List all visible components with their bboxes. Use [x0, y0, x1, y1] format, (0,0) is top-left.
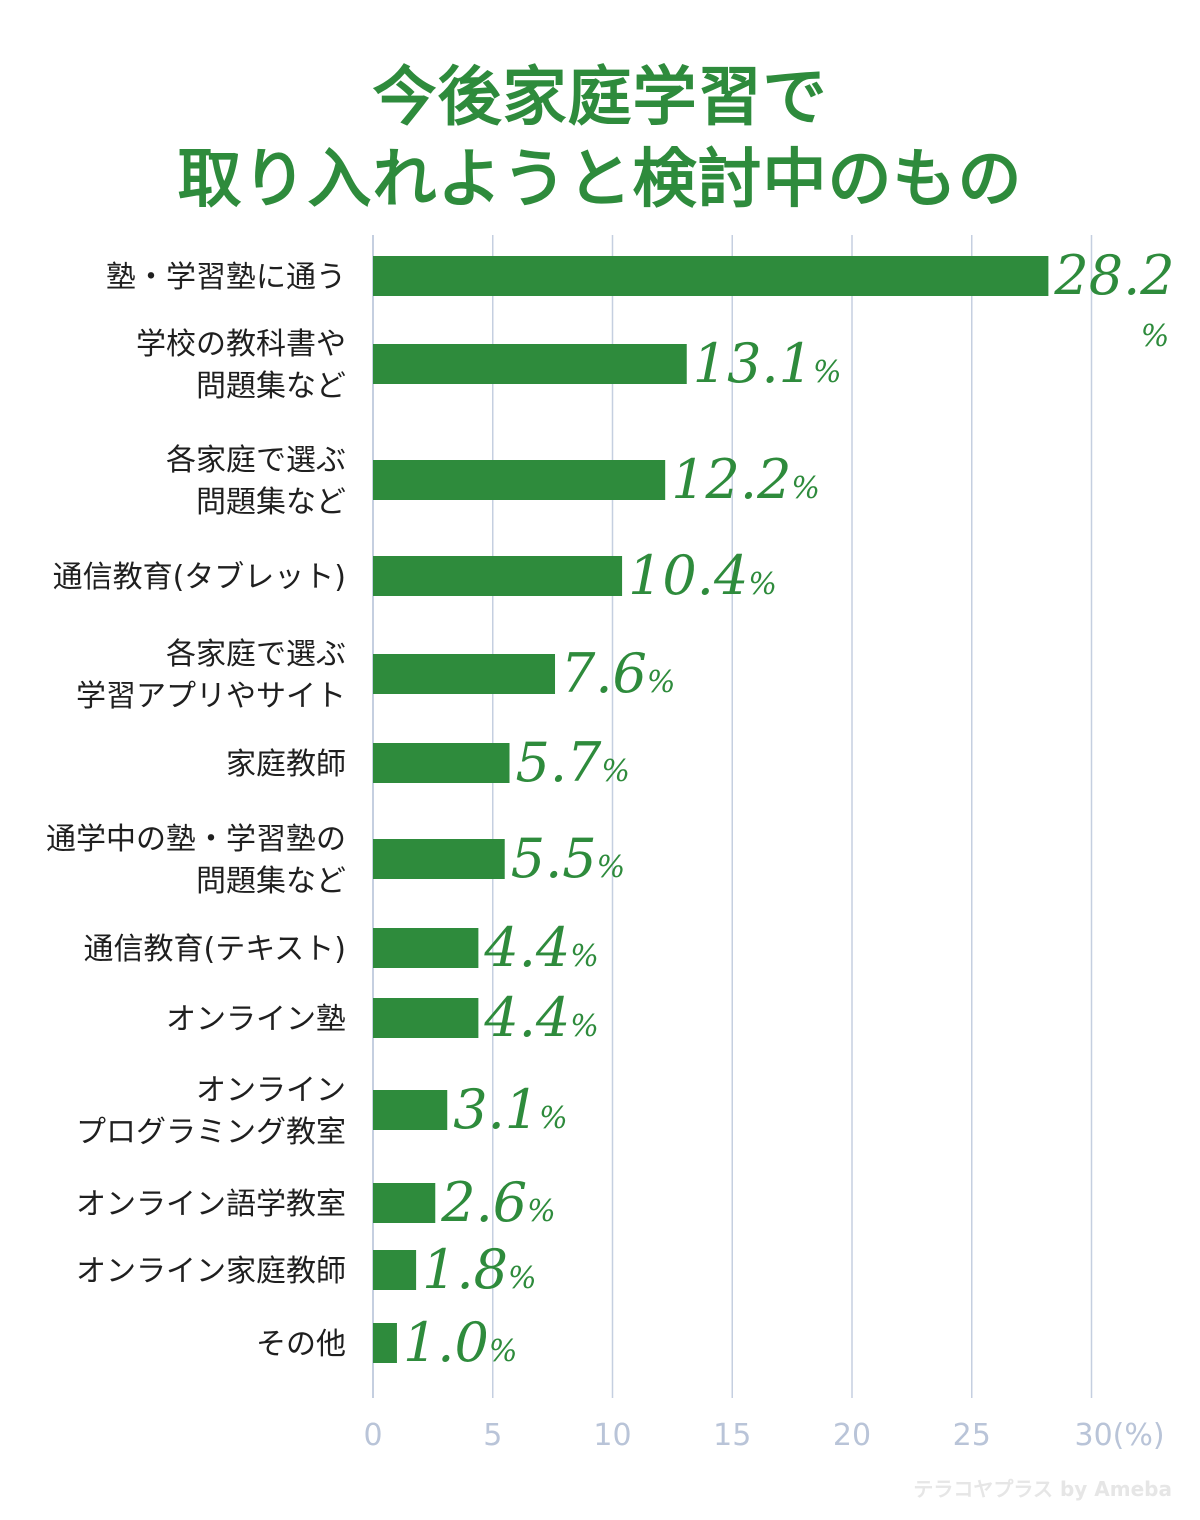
value-label: 1.0% [403, 1311, 517, 1374]
value-number: 10.4 [628, 544, 748, 607]
value-number: 1.8 [422, 1238, 508, 1301]
category-label: オンライン家庭教師 [76, 1254, 346, 1289]
value-unit: % [647, 665, 676, 700]
value-label: 5.7% [516, 731, 630, 794]
category-label: プログラミング教室 [76, 1115, 346, 1150]
bar [373, 1183, 436, 1223]
chart-title-line-2: 取り入れようと検討中のもの [177, 143, 1023, 217]
value-unit: % [570, 1009, 599, 1044]
x-tick-label: 10 [593, 1418, 631, 1453]
bar [373, 1323, 397, 1363]
category-label: 通信教育(タブレット) [53, 560, 346, 595]
value-number: 4.4 [483, 916, 570, 979]
value-unit: % [748, 567, 777, 602]
value-unit: % [597, 850, 626, 885]
value-number: 5.5 [511, 827, 597, 890]
value-unit: % [508, 1261, 537, 1296]
value-unit: % [570, 939, 599, 974]
category-label: 通信教育(テキスト) [83, 932, 346, 967]
value-label: 12.2% [671, 448, 820, 511]
bar [373, 743, 510, 783]
category-label: オンライン [196, 1073, 346, 1108]
bar [373, 1090, 448, 1130]
bar [373, 556, 623, 596]
value-label: 4.4% [483, 916, 598, 979]
value-unit: % [791, 471, 820, 506]
category-label: オンライン語学教室 [76, 1187, 346, 1222]
category-label: 学習アプリやサイト [76, 679, 346, 714]
x-tick-label: 5 [483, 1418, 502, 1453]
value-label: 1.8% [422, 1238, 536, 1301]
value-number: 2.6 [440, 1171, 527, 1234]
x-tick-label: 0 [363, 1418, 382, 1453]
value-number: 7.6 [561, 642, 647, 705]
watermark: テラコヤプラス by Ameba [913, 1477, 1172, 1501]
bar [373, 839, 505, 879]
category-label: 各家庭で選ぶ [166, 637, 346, 672]
category-label: 問題集など [196, 369, 346, 404]
x-tick-label: 30(%) [1075, 1418, 1165, 1453]
bar [373, 1250, 417, 1290]
bar [373, 460, 666, 500]
bar [373, 928, 479, 968]
value-number: 13.1 [693, 332, 813, 395]
category-label: その他 [256, 1327, 346, 1362]
category-label: 塾・学習塾に通う [106, 260, 346, 295]
chart-title-line-1: 今後家庭学習で [372, 61, 828, 135]
value-unit: % [1141, 319, 1170, 354]
value-unit: % [601, 754, 630, 789]
category-label: 学校の教科書や [136, 327, 346, 362]
value-number: 5.7 [516, 731, 603, 794]
value-unit: % [527, 1194, 556, 1229]
bar [373, 344, 687, 384]
category-label: 問題集など [196, 864, 346, 899]
value-number: 3.1 [453, 1078, 539, 1141]
x-tick-label: 20 [833, 1418, 871, 1453]
value-label: 13.1% [693, 332, 842, 395]
value-unit: % [539, 1101, 568, 1136]
value-label: 7.6% [561, 642, 675, 705]
bar [373, 256, 1049, 296]
value-label: 28.2 [1053, 244, 1174, 307]
value-label: 10.4% [628, 544, 777, 607]
value-label: 4.4% [483, 986, 598, 1049]
bar [373, 654, 556, 694]
category-label: オンライン塾 [166, 1002, 346, 1037]
value-unit: % [489, 1334, 518, 1369]
value-number: 1.0 [403, 1311, 489, 1374]
bar [373, 998, 479, 1038]
x-tick-label: 25 [953, 1418, 991, 1453]
value-label: 3.1% [453, 1078, 567, 1141]
value-unit: % [813, 355, 842, 390]
value-number: 4.4 [483, 986, 570, 1049]
category-label: 各家庭で選ぶ [166, 443, 346, 478]
category-label: 問題集など [196, 485, 346, 520]
category-label: 通学中の塾・学習塾の [46, 822, 346, 857]
x-tick-label: 15 [713, 1418, 751, 1453]
value-label: 5.5% [511, 827, 625, 890]
value-label: 2.6% [440, 1171, 555, 1234]
category-label: 家庭教師 [226, 747, 346, 782]
value-number: 12.2 [671, 448, 791, 511]
